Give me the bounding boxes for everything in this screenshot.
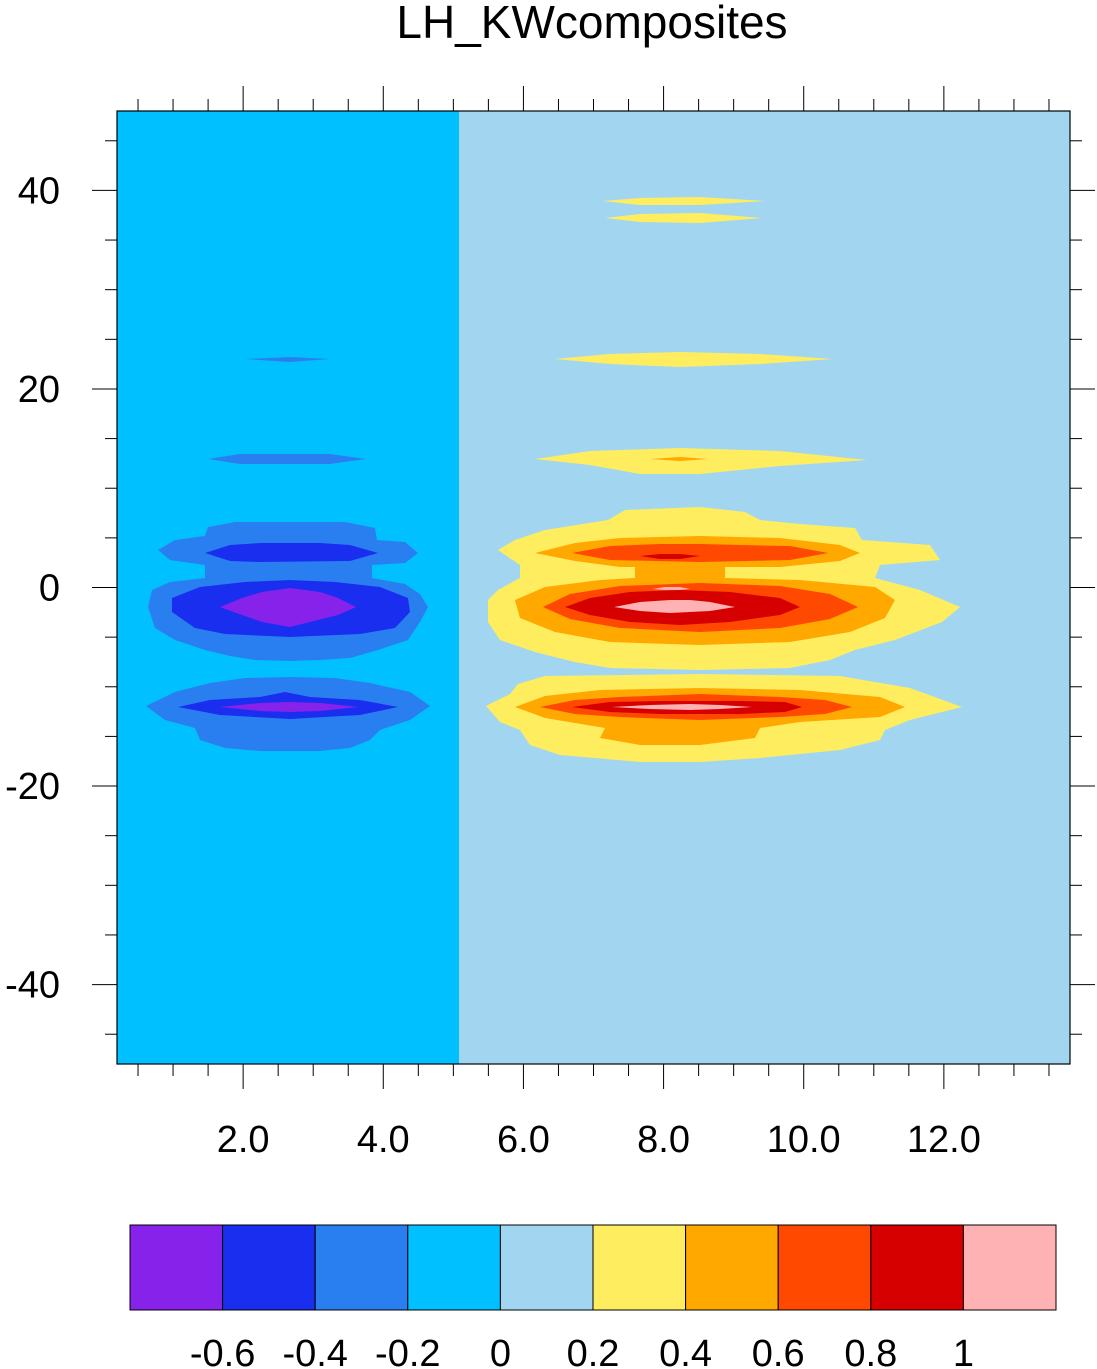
colorbar-label: 0.2	[567, 1333, 620, 1369]
colorbar-label: -0.2	[375, 1333, 440, 1369]
y-tick-label: 0	[39, 568, 60, 610]
contour-right-13-core	[650, 457, 708, 461]
contour-right-0-red	[640, 554, 700, 559]
colorbar-label: -0.4	[282, 1333, 347, 1369]
colorbar-swatch	[870, 1224, 964, 1311]
contour-right-0-pink-2	[652, 587, 690, 590]
colorbar-swatch	[222, 1224, 316, 1311]
contour-right-0-red-orange	[572, 544, 828, 562]
y-tick-label: 20	[18, 369, 60, 411]
axis-ticks	[92, 86, 1095, 1089]
x-tick-label: 8.0	[637, 1119, 690, 1161]
x-tick-label: 12.0	[907, 1119, 981, 1161]
colorbar-swatch	[592, 1224, 687, 1311]
colorbar-swatch	[407, 1224, 501, 1311]
contour-left-23	[245, 357, 330, 362]
colorbar-swatch	[314, 1224, 409, 1311]
colorbar	[129, 1224, 1057, 1311]
contour-right-37	[605, 213, 762, 223]
colorbar-label: 1	[953, 1333, 974, 1369]
x-tick-label: 10.0	[767, 1119, 841, 1161]
contour-left-minus12-core	[220, 702, 358, 712]
colorbar-swatch	[962, 1224, 1057, 1311]
y-axis-tick-labels: 40 20 0 -20 -40	[5, 170, 60, 1006]
colorbar-swatch	[129, 1224, 224, 1311]
contour-right-39	[603, 197, 765, 205]
x-tick-label: 4.0	[357, 1119, 410, 1161]
x-axis-tick-labels: 2.0 4.0 6.0 8.0 10.0 12.0	[217, 1119, 981, 1161]
colorbar-label: 0	[490, 1333, 511, 1369]
x-tick-label: 6.0	[497, 1119, 550, 1161]
colorbar-swatch	[499, 1224, 594, 1311]
colorbar-label: 0.6	[752, 1333, 805, 1369]
colorbar-swatch	[685, 1224, 779, 1311]
contour-right-0-pink	[614, 600, 735, 613]
chart-title: LH_KWcomposites	[396, 0, 787, 48]
contour-left-0-core	[220, 588, 356, 627]
contour-right-23	[555, 352, 833, 367]
contour-field	[117, 111, 1070, 1064]
colorbar-label: -0.6	[190, 1333, 255, 1369]
contour-left-0-mid	[205, 543, 378, 562]
contour-right-13	[535, 448, 867, 474]
y-tick-label: -40	[5, 965, 60, 1007]
y-tick-label: 40	[18, 170, 60, 212]
y-tick-label: -20	[5, 766, 60, 808]
x-tick-label: 2.0	[217, 1119, 270, 1161]
contour-left-13	[208, 454, 366, 464]
contour-right-minus12-pink	[612, 704, 752, 710]
colorbar-swatch	[777, 1224, 872, 1311]
colorbar-label: 0.8	[844, 1333, 897, 1369]
colorbar-labels: -0.6 -0.4 -0.2 0 0.2 0.4 0.6 0.8 1	[190, 1333, 974, 1369]
colorbar-label: 0.4	[659, 1333, 712, 1369]
